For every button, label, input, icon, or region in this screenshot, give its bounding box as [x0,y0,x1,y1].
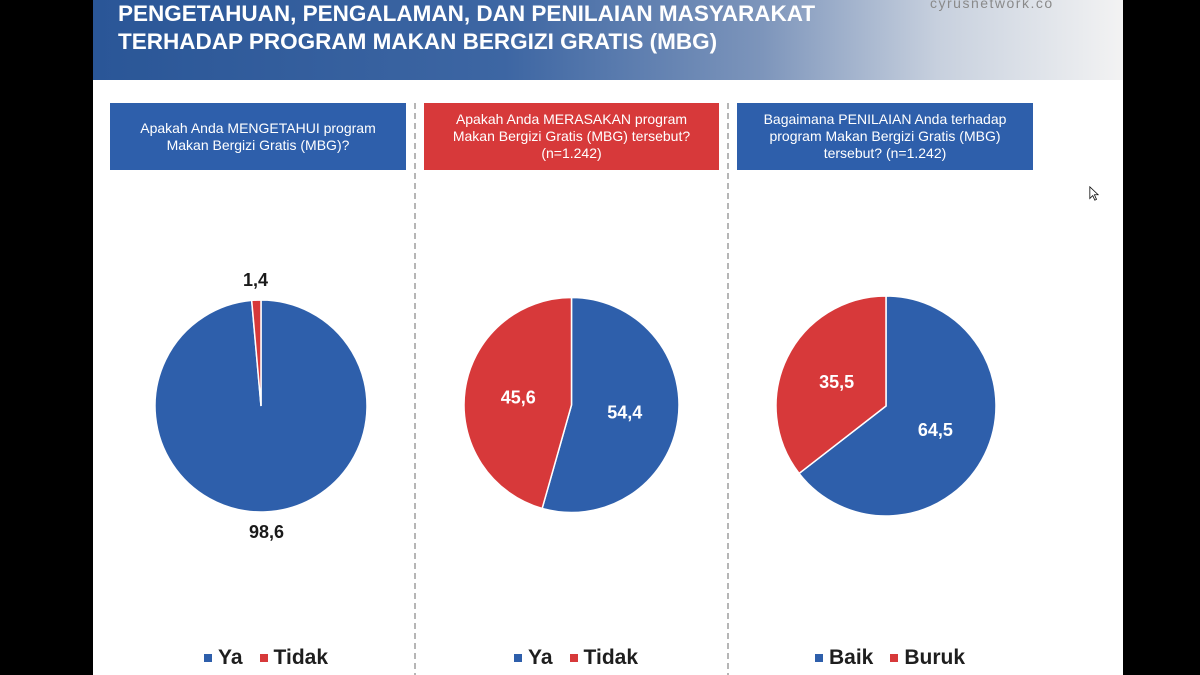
legend-label-tidak: Tidak [583,646,638,669]
question-line: Apakah Anda MENGETAHUI program [140,119,376,136]
question-line: Makan Bergizi Gratis (MBG)? [166,136,350,153]
slide: PENGETAHUAN, PENGALAMAN, DAN PENILAIAN M… [93,0,1123,675]
legend-experience: Ya Tidak [426,646,726,670]
question-line: program Makan Bergizi Gratis (MBG) [769,128,1001,144]
legend-item-buruk: Buruk [890,646,965,670]
data-label-ya: 54,4 [607,402,642,422]
question-line: Makan Bergizi Gratis (MBG) tersebut? [452,128,691,144]
legend-swatch-ya [514,654,522,662]
legend-swatch-buruk [890,654,899,662]
pie-slice-tidak [463,296,573,510]
legend-swatch-baik [814,654,823,662]
pie-chart-experience: 54,4 45,6 [463,296,680,514]
slide-title-line-2: TERHADAP PROGRAM MAKAN BERGIZI GRATIS (M… [118,29,718,54]
question-line: tersebut? (n=1.242) [823,145,947,161]
legend-label-ya: Ya [218,646,243,669]
legend-label-tidak: Tidak [273,646,328,669]
mouse-cursor-icon [1089,186,1099,201]
pie-slice-buruk [775,295,887,475]
data-label-tidak: 1,4 [243,270,268,290]
pie-slice-tidak [250,299,262,407]
charts-canvas: 98,6 1,4 54,4 45,6 64,5 35,5 [154,103,997,675]
question-line: Bagaimana PENILAIAN Anda terhadap [763,111,1007,127]
data-label-tidak: 45,6 [501,388,536,408]
pie-slice-baik [798,295,997,517]
legend-swatch-ya [204,654,212,662]
legend-swatch-tidak [259,654,268,662]
legend-item-baik: Baik [814,646,874,670]
legend-item-ya: Ya [204,646,243,670]
header-banner: PENGETAHUAN, PENGALAMAN, DAN PENILAIAN M… [93,0,1123,80]
legend-label-buruk: Buruk [904,646,966,669]
data-label-buruk: 35,5 [819,372,854,392]
slide-title: PENGETAHUAN, PENGALAMAN, DAN PENILAIAN M… [118,0,815,56]
question-line: Apakah Anda MERASAKAN program [455,111,688,127]
data-label-baik: 64,5 [918,420,953,440]
data-label-ya: 98,6 [249,522,284,542]
legend-label-ya: Ya [528,646,553,669]
question-line: (n=1.242) [541,145,602,161]
legend-knowledge: Ya Tidak [116,646,416,670]
legend-item-tidak: Tidak [259,646,328,670]
question-box-knowledge: Apakah Anda MENGETAHUI program Makan Ber… [110,103,406,170]
pie-chart-knowledge: 98,6 1,4 [154,270,368,542]
question-box-experience: Apakah Anda MERASAKAN program Makan Berg… [424,103,719,170]
question-box-assessment: Bagaimana PENILAIAN Anda terhadap progra… [737,103,1033,170]
legend-swatch-tidak [569,654,578,662]
pie-slice-ya [541,296,680,514]
pie-chart-assessment: 64,5 35,5 [775,295,997,517]
slide-title-line-1: PENGETAHUAN, PENGALAMAN, DAN PENILAIAN M… [118,1,816,26]
legend-item-tidak: Tidak [569,646,638,670]
website-label: cyrusnetwork.co [930,0,1054,11]
legend-assessment: Baik Buruk [740,646,1040,670]
legend-item-ya: Ya [514,646,553,670]
legend-label-baik: Baik [828,646,874,669]
